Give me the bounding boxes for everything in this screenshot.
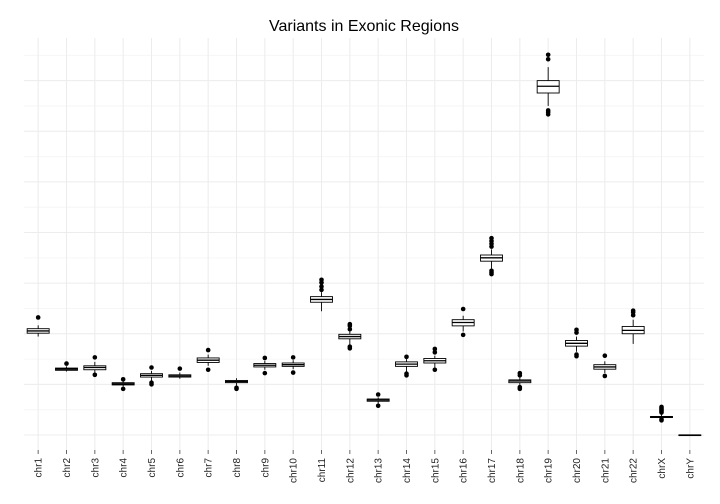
outlier-point: [92, 372, 98, 378]
grid-lines: [24, 38, 704, 450]
box-chr10: [281, 355, 305, 375]
outlier-point: [517, 370, 523, 376]
outlier-point: [574, 352, 579, 357]
outlier-point: [574, 327, 579, 333]
x-tick-label-chr19: chr19: [544, 458, 555, 483]
outlier-point: [432, 367, 438, 373]
outlier-point: [347, 326, 353, 332]
outlier-point: [602, 373, 608, 379]
outlier-point: [262, 355, 268, 361]
outlier-point: [375, 392, 381, 397]
x-tick-label-chr6: chr6: [175, 458, 186, 478]
outlier-point: [489, 268, 494, 274]
outlier-point: [432, 350, 438, 355]
outlier-point: [375, 403, 381, 409]
x-tick-label-chrX: chrX: [657, 458, 668, 479]
x-tick-label-chr7: chr7: [204, 458, 215, 478]
x-tick-label-chr3: chr3: [90, 458, 101, 478]
outlier-point: [290, 370, 296, 375]
outlier-point: [64, 361, 69, 366]
outlier-point: [432, 346, 438, 352]
x-tick-label-chr22: chr22: [629, 458, 640, 483]
outlier-point: [149, 380, 154, 385]
outlier-point: [205, 347, 211, 353]
box-chr16: [451, 306, 475, 338]
x-tick-label-chr10: chr10: [289, 458, 300, 483]
x-tick-label-chr15: chr15: [430, 458, 441, 483]
outlier-point: [319, 284, 324, 289]
outlier-point: [234, 385, 239, 391]
outlier-point: [120, 377, 126, 382]
outlier-point: [319, 287, 324, 293]
x-tick-label-chr17: chr17: [487, 458, 498, 483]
box-chr18: [508, 370, 532, 392]
x-tick-label-chr11: chr11: [317, 458, 328, 483]
box-chr15: [423, 346, 447, 373]
box-chr22: [621, 308, 645, 344]
x-tick-label-chr21: chr21: [600, 458, 611, 483]
box-chrY: [678, 434, 702, 437]
outlier-point: [404, 371, 409, 376]
x-tick-label-chr2: chr2: [62, 458, 73, 478]
outlier-point: [149, 365, 154, 370]
x-tick-label-chr5: chr5: [147, 458, 158, 478]
outlier-point: [659, 416, 664, 422]
outlier-point: [460, 306, 466, 312]
box-chr19: [536, 52, 560, 117]
outlier-point: [205, 367, 211, 373]
x-tick-label-chr8: chr8: [232, 458, 243, 478]
outlier-point: [545, 56, 551, 62]
outlier-point: [517, 384, 523, 390]
x-tick-label-chr14: chr14: [402, 458, 413, 483]
outlier-point: [92, 355, 98, 360]
box-chr8: [225, 378, 248, 392]
outlier-point: [347, 321, 353, 327]
outlier-point: [347, 344, 353, 349]
outlier-point: [602, 353, 608, 358]
outlier-point: [290, 355, 296, 360]
x-tick-label-chr1: chr1: [34, 458, 45, 478]
x-axis: chr1 chr2 chr3 chr4 chr5 chr6 chr7 chr8 chr9 chr1…: [34, 450, 696, 483]
outlier-point: [404, 354, 409, 360]
outlier-point: [35, 315, 41, 320]
chart-title: Variants in Exonic Regions: [269, 18, 459, 35]
outlier-point: [489, 235, 494, 241]
outlier-point: [120, 386, 126, 392]
box-chr11: [310, 277, 333, 312]
outlier-point: [177, 366, 183, 371]
box-chr5: [140, 365, 163, 387]
box-chr3: [83, 355, 107, 378]
outlier-point: [545, 52, 551, 58]
box-chr1: [26, 315, 50, 337]
x-tick-label-chrY: chrY: [685, 458, 696, 479]
box-chr9: [253, 355, 277, 376]
box-chr20: [565, 327, 588, 359]
x-tick-label-chr16: chr16: [459, 458, 470, 483]
outlier-point: [460, 332, 466, 338]
outlier-point: [545, 108, 551, 113]
box-chr14: [395, 354, 418, 378]
box-chrX: [650, 404, 673, 423]
outlier-point: [659, 404, 664, 410]
box-chr13: [366, 392, 390, 409]
x-tick-label-chr18: chr18: [515, 458, 526, 483]
box-chr6: [168, 366, 192, 379]
x-tick-label-chr4: chr4: [119, 458, 130, 478]
outlier-point: [319, 277, 324, 283]
x-tick-label-chr20: chr20: [572, 458, 583, 483]
boxes: [26, 52, 702, 437]
x-tick-label-chr12: chr12: [345, 458, 356, 483]
box-chr4: [111, 377, 135, 392]
outlier-point: [262, 370, 268, 376]
box-chr17: [480, 235, 503, 277]
box-chr7: [196, 347, 220, 373]
box-chr12: [338, 321, 362, 351]
x-tick-label-chr9: chr9: [260, 458, 271, 478]
box-chr2: [55, 361, 78, 372]
x-tick-label-chr13: chr13: [374, 458, 385, 483]
box-chr21: [593, 353, 617, 379]
outlier-point: [630, 308, 636, 313]
